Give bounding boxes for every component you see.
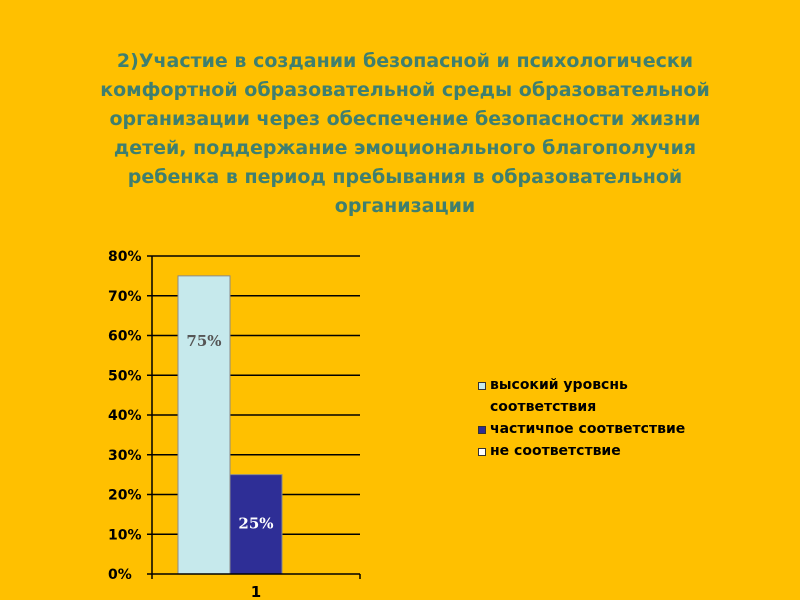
legend-label: не соответствие <box>490 443 621 459</box>
legend-swatch <box>478 426 486 434</box>
data-label-series-1: 75% <box>186 332 221 350</box>
y-tick-label: 20% <box>108 488 142 504</box>
legend-label: высокий уровснь соответствия <box>490 377 628 415</box>
y-tick-label: 80% <box>108 249 142 265</box>
y-tick-label: 0% <box>108 567 132 583</box>
chart-legend: высокий уровснь соответствия частичпое со… <box>478 374 688 462</box>
y-tick-label: 10% <box>108 527 142 543</box>
y-tick-label: 30% <box>108 448 142 464</box>
y-tick-label: 50% <box>108 368 142 384</box>
legend-swatch <box>478 382 486 390</box>
bar-series-2 <box>229 474 283 575</box>
legend-label: частичпое соответствие <box>490 421 686 437</box>
y-tick-label: 70% <box>108 289 142 305</box>
legend-item: высокий уровснь соответствия <box>478 374 688 418</box>
y-tick-label: 40% <box>108 408 142 424</box>
legend-item: не соответствие <box>478 440 688 462</box>
x-category-label: 1 <box>251 583 261 600</box>
slide-title: 2)Участие в создании безопасной и психол… <box>100 50 710 217</box>
bar-series-1 <box>177 275 231 575</box>
legend-item: частичпое соответствие <box>478 418 688 440</box>
data-label-series-2: 25% <box>238 515 273 533</box>
y-tick-label: 60% <box>108 329 142 345</box>
legend-swatch <box>478 448 486 456</box>
